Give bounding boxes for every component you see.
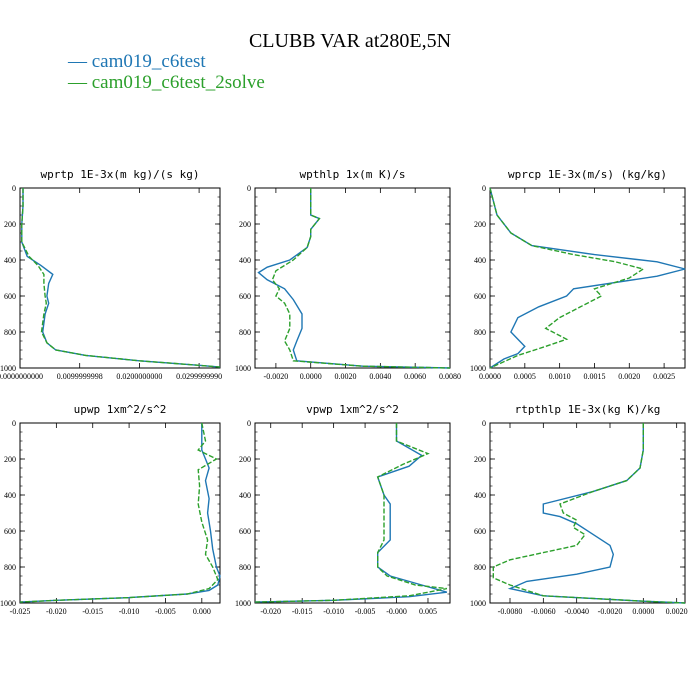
series-line-2-1 [257,188,451,369]
xtick-label: -0.010 [119,607,140,616]
xtick-label: 0.0015 [583,372,605,381]
ytick-label: 0 [12,419,16,428]
ytick-label: 0 [482,419,486,428]
plot-frame-4 [19,422,221,604]
legend-entry-1: — cam019_c6test [68,51,206,72]
ytick-label: 200 [4,455,16,464]
legend-label-1: cam019_c6test [91,51,206,72]
xtick-label: 0.0060 [404,372,426,381]
xtick-label: 0.0080 [439,372,461,381]
xtick-label: 0.0299999990 [176,372,222,381]
ytick-label: 600 [239,527,251,536]
xtick-label: -0.020 [260,607,281,616]
ytick-label: 400 [4,256,16,265]
series-line-1-1 [21,188,221,368]
xtick-label: 0.0000 [479,372,501,381]
xtick-label: -0.020 [46,607,67,616]
ytick-label: 800 [474,328,486,337]
plot-title-6: rtpthlp 1E-3x(kg K)/kg [515,403,661,416]
xtick-label: -0.0060 [531,607,556,616]
series-line-2-2 [271,188,451,369]
series-line-5-2 [254,423,448,603]
figure-title: CLUBB VAR at280E,5N [248,30,452,52]
xtick-label: 0.0000000000 [0,372,43,381]
xtick-label: -0.0080 [498,607,523,616]
series-line-4-2 [19,422,219,603]
plot-title-4: upwp 1xm^2/s^2 [74,403,167,416]
xtick-label: 0.0020 [666,607,688,616]
ytick-label: 0 [247,184,251,193]
plot-frame-6 [489,422,686,604]
ytick-label: 200 [239,220,251,229]
xtick-label: -0.015 [292,607,313,616]
ytick-label: 0 [247,419,251,428]
series-line-6-1 [507,423,686,604]
ytick-label: 200 [4,220,16,229]
ytick-label: 0 [12,184,16,193]
xtick-label: 0.0040 [369,372,391,381]
xtick-label: 0.000 [193,607,211,616]
ytick-label: 0 [482,184,486,193]
plot-frame-1 [19,187,221,369]
ytick-label: 200 [474,220,486,229]
ytick-label: 600 [4,527,16,536]
ytick-label: 1000 [235,364,251,373]
xtick-label: -0.010 [323,607,344,616]
xtick-label: 0.0025 [653,372,675,381]
plot-title-1: wprtp 1E-3x(m kg)/(s kg) [41,168,200,181]
plot-title-3: wprcp 1E-3x(m/s) (kg/kg) [508,168,667,181]
ytick-label: 200 [474,455,486,464]
ytick-label: 600 [239,292,251,301]
ytick-label: 400 [239,256,251,265]
xtick-label: -0.0040 [564,607,589,616]
ytick-label: 200 [239,455,251,464]
ytick-label: 1000 [0,599,16,608]
plot-title-2: wpthlp 1x(m K)/s [300,168,406,181]
xtick-label: -0.005 [355,607,376,616]
plot-frame-2 [254,187,451,369]
legend-entry-2: — cam019_c6test_2solve [68,72,265,93]
xtick-label: 0.0000 [300,372,322,381]
xtick-label: -0.000 [386,607,407,616]
xtick-label: -0.0020 [598,607,623,616]
xtick-label: 0.0020 [618,372,640,381]
legend-label-2: cam019_c6test_2solve [91,72,265,93]
ytick-label: 800 [4,563,16,572]
series-line-4-1 [19,423,221,603]
xtick-label: 0.0005 [514,372,536,381]
ytick-label: 600 [4,292,16,301]
ytick-label: 1000 [470,599,486,608]
series-line-5-1 [254,423,448,603]
ytick-label: 600 [474,292,486,301]
ytick-label: 800 [474,563,486,572]
ytick-label: 800 [239,563,251,572]
xtick-label: -0.005 [155,607,176,616]
ytick-label: 400 [239,491,251,500]
xtick-label: -0.015 [82,607,103,616]
ytick-label: 400 [4,491,16,500]
xtick-label: 0.0020 [335,372,357,381]
xtick-label: 0.0099999998 [57,372,103,381]
series-line-6-2 [492,423,686,604]
xtick-label: 0.0200000000 [116,372,162,381]
ytick-label: 400 [474,491,486,500]
series-line-1-2 [21,188,221,368]
xtick-label: 0.0000 [632,607,654,616]
ytick-label: 400 [474,256,486,265]
ytick-label: 800 [4,328,16,337]
ytick-label: 1000 [470,364,486,373]
series-line-3-1 [489,187,686,369]
ytick-label: 800 [239,328,251,337]
ytick-label: 1000 [235,599,251,608]
series-line-3-2 [489,187,645,369]
ytick-label: 600 [474,527,486,536]
xtick-label: 0.005 [419,607,437,616]
xtick-label: -0.025 [10,607,31,616]
xtick-label: 0.0010 [549,372,571,381]
plot-title-5: vpwp 1xm^2/s^2 [306,403,399,416]
xtick-label: -0.0020 [264,372,289,381]
ytick-label: 1000 [0,364,16,373]
